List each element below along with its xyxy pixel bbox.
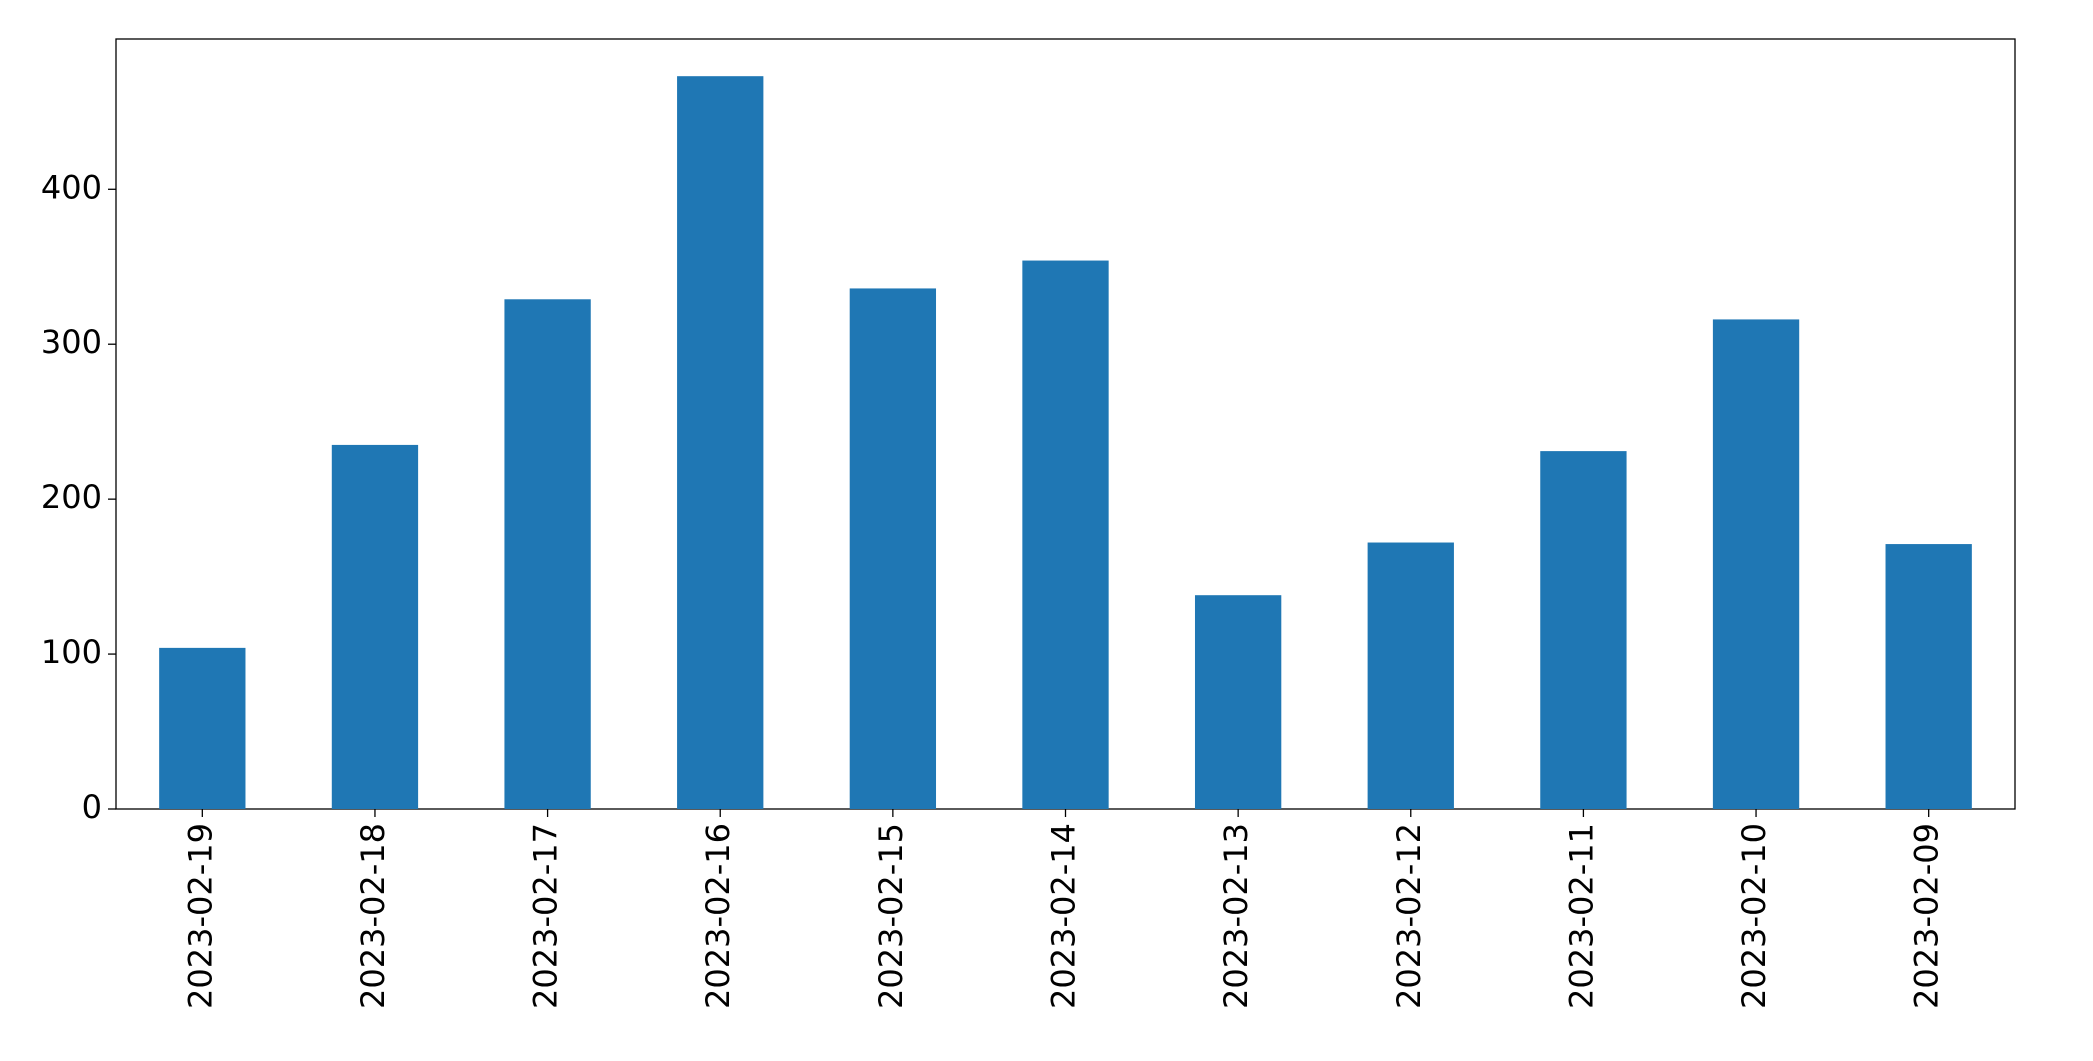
x-tick-label: 2023-02-09: [1908, 823, 1946, 1009]
x-tick-label: 2023-02-15: [872, 823, 910, 1009]
bar: [1367, 542, 1454, 809]
x-tick-label: 2023-02-17: [527, 823, 565, 1009]
x-tick-label: 2023-02-14: [1045, 823, 1083, 1009]
x-tick-label: 2023-02-12: [1390, 823, 1428, 1009]
x-tick-label: 2023-02-11: [1562, 823, 1600, 1009]
y-tick-label: 0: [82, 788, 102, 826]
y-tick-label: 300: [41, 323, 102, 361]
bar: [1712, 319, 1800, 809]
x-tick-label: 2023-02-16: [699, 823, 737, 1009]
x-tick-label: 2023-02-19: [181, 823, 219, 1009]
bar: [331, 444, 419, 809]
x-tick-label: 2023-02-10: [1735, 823, 1773, 1009]
bar: [677, 76, 764, 809]
y-tick-label: 400: [41, 168, 102, 206]
bar: [1194, 595, 1282, 809]
x-tick-label: 2023-02-13: [1217, 823, 1255, 1009]
y-tick-label: 200: [41, 478, 102, 516]
bar: [159, 647, 246, 809]
bar: [504, 299, 591, 809]
x-tick-label: 2023-02-18: [354, 823, 392, 1009]
y-tick-label: 100: [41, 633, 102, 671]
bar: [1022, 260, 1109, 809]
bar: [1540, 451, 1627, 809]
bar: [849, 288, 937, 809]
bar: [1885, 544, 1972, 809]
